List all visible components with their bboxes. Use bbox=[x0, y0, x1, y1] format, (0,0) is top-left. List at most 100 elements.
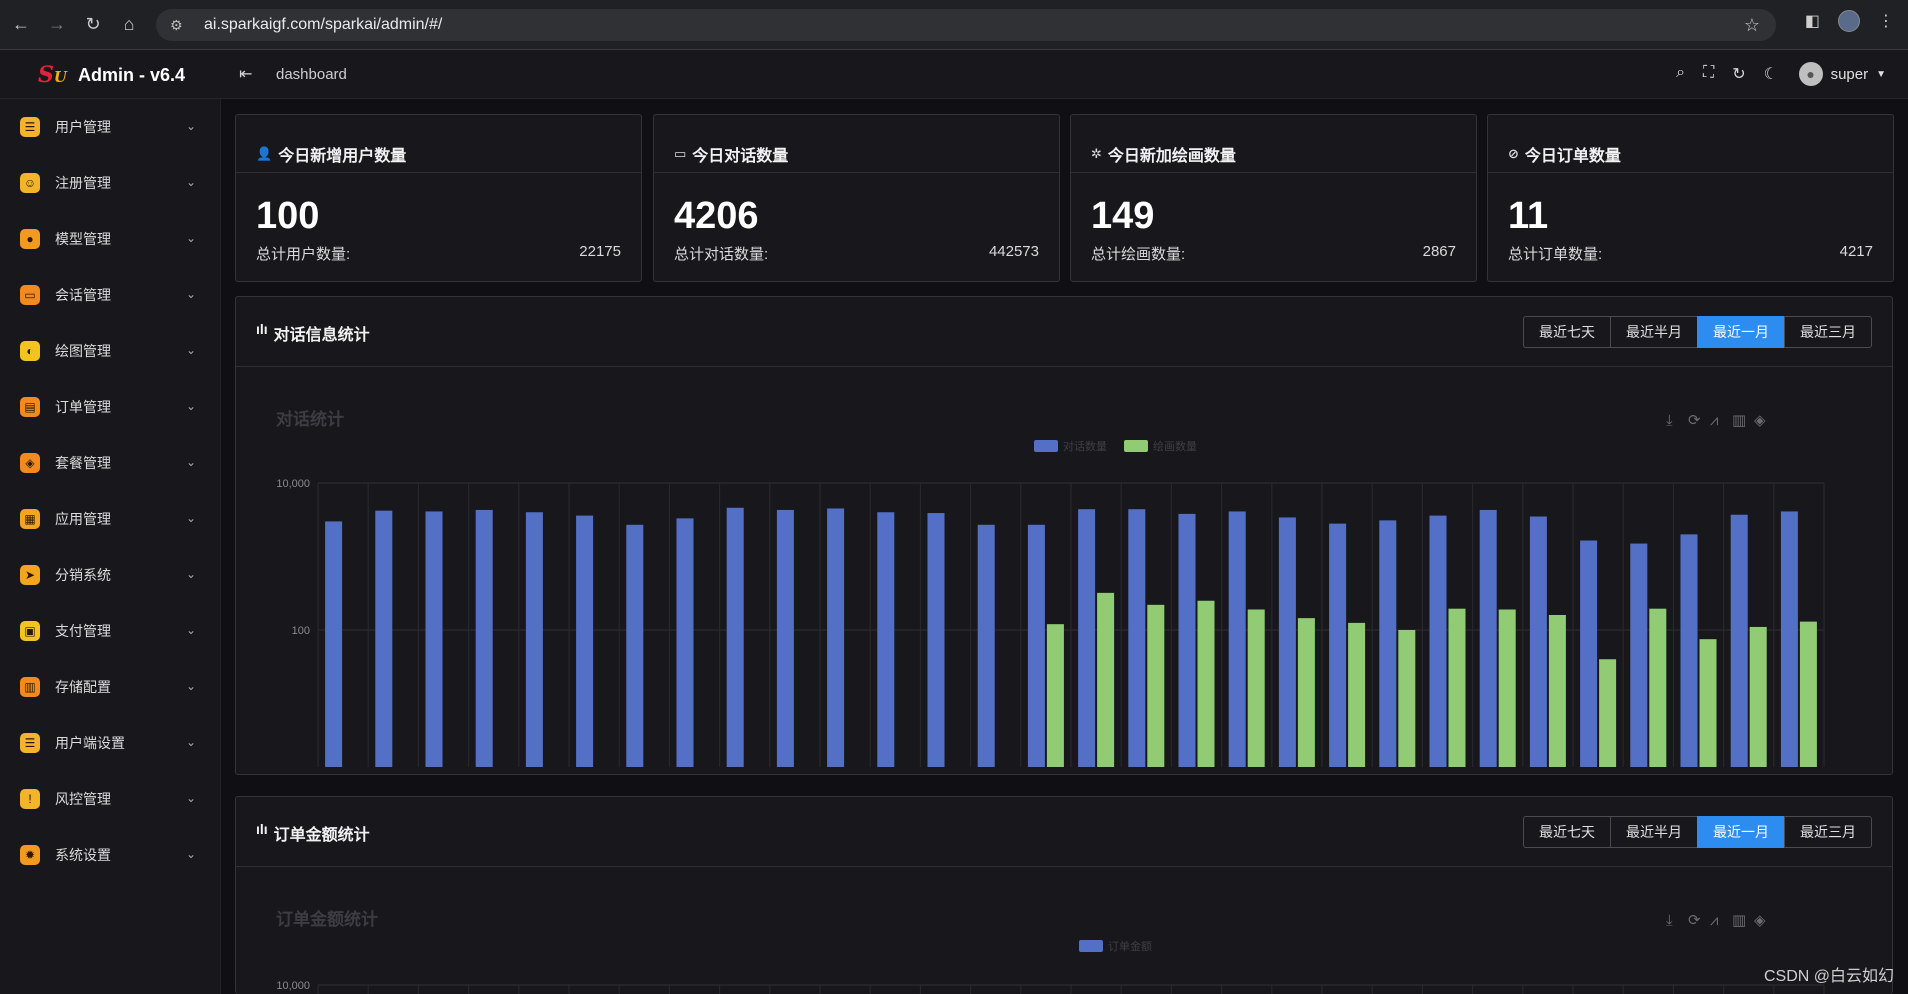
bar-chart-icon[interactable]: ▥ bbox=[1732, 412, 1746, 429]
bar-chat-count[interactable] bbox=[1329, 523, 1347, 774]
sidebar-item[interactable]: ▤ 订单管理 ⌄ bbox=[0, 379, 220, 435]
bar-chat-count[interactable] bbox=[375, 510, 393, 774]
sidebar-item[interactable]: ▣ 支付管理 ⌄ bbox=[0, 603, 220, 659]
bar-chat-count[interactable] bbox=[1128, 509, 1146, 774]
bar-chat-count[interactable] bbox=[1178, 513, 1196, 774]
bar-draw-count[interactable] bbox=[1649, 608, 1667, 774]
bar-draw-count[interactable] bbox=[1097, 592, 1115, 774]
line-chart-icon[interactable]: ⩘ bbox=[1710, 912, 1718, 929]
bar-chat-count[interactable] bbox=[475, 509, 493, 774]
forward-icon[interactable]: → bbox=[48, 14, 66, 34]
bar-chat-count[interactable] bbox=[726, 507, 744, 774]
bar-chart-icon[interactable]: ▥ bbox=[1732, 912, 1746, 929]
bar-chat-count[interactable] bbox=[1730, 514, 1748, 774]
range-button[interactable]: 最近半月 bbox=[1610, 316, 1698, 348]
range-button[interactable]: 最近三月 bbox=[1784, 816, 1872, 848]
site-info-icon[interactable]: ⚙ bbox=[170, 16, 183, 33]
restore-icon[interactable]: ⟳ bbox=[1688, 912, 1701, 929]
bar-chat-count[interactable] bbox=[1078, 509, 1096, 774]
download-icon[interactable]: ⤓ bbox=[1666, 912, 1673, 929]
fullscreen-icon[interactable]: ⛶ bbox=[1703, 64, 1715, 81]
sidebar-item[interactable]: ! 风控管理 ⌄ bbox=[0, 771, 220, 827]
home-icon[interactable]: ⌂ bbox=[123, 14, 135, 34]
legend-label[interactable]: 对话数量 bbox=[1063, 439, 1107, 453]
profile-avatar[interactable] bbox=[1838, 10, 1860, 32]
bar-chat-count[interactable] bbox=[325, 521, 343, 774]
bar-chat-count[interactable] bbox=[425, 511, 443, 774]
bar-chat-count[interactable] bbox=[676, 518, 694, 774]
bar-draw-count[interactable] bbox=[1448, 608, 1466, 774]
bar-chat-count[interactable] bbox=[1278, 517, 1296, 774]
search-icon[interactable]: ⌕ bbox=[1676, 64, 1686, 81]
sidebar-item[interactable]: ✹ 系统设置 ⌄ bbox=[0, 827, 220, 883]
sidebar-item[interactable]: ☺ 注册管理 ⌄ bbox=[0, 155, 220, 211]
stack-icon[interactable]: ◈ bbox=[1754, 412, 1766, 429]
sidebar-item[interactable]: ▥ 存储配置 ⌄ bbox=[0, 659, 220, 715]
bar-chat-count[interactable] bbox=[877, 512, 895, 774]
sidebar-item[interactable]: ☰ 用户端设置 ⌄ bbox=[0, 715, 220, 771]
bar-draw-count[interactable] bbox=[1548, 614, 1566, 774]
browser-menu-icon[interactable]: ⋮ bbox=[1878, 13, 1894, 30]
sidebar-item[interactable]: ◐ 绘图管理 ⌄ bbox=[0, 323, 220, 379]
download-icon[interactable]: ⤓ bbox=[1666, 412, 1673, 429]
bar-chat-count[interactable] bbox=[1479, 509, 1497, 774]
bar-draw-count[interactable] bbox=[1247, 609, 1265, 774]
bar-chat-count[interactable] bbox=[1027, 524, 1045, 774]
bar-draw-count[interactable] bbox=[1348, 622, 1366, 774]
bar-draw-count[interactable] bbox=[1147, 604, 1165, 774]
bar-chat-count[interactable] bbox=[576, 515, 594, 774]
bar-draw-count[interactable] bbox=[1599, 659, 1617, 774]
range-button[interactable]: 最近七天 bbox=[1523, 816, 1611, 848]
stack-icon[interactable]: ◈ bbox=[1754, 912, 1766, 929]
bar-draw-count[interactable] bbox=[1699, 639, 1717, 774]
user-menu[interactable]: ● super ▼ bbox=[1798, 62, 1886, 86]
bookmark-star-icon[interactable]: ☆ bbox=[1743, 15, 1760, 35]
refresh-icon[interactable]: ↻ bbox=[1732, 66, 1746, 83]
legend-swatch[interactable] bbox=[1079, 940, 1103, 952]
sidebar-item[interactable]: ● 模型管理 ⌄ bbox=[0, 211, 220, 267]
bar-draw-count[interactable] bbox=[1046, 624, 1064, 774]
back-icon[interactable]: ← bbox=[12, 14, 30, 34]
sidebar-item[interactable]: ➤ 分销系统 ⌄ bbox=[0, 547, 220, 603]
bar-draw-count[interactable] bbox=[1498, 609, 1516, 774]
range-button[interactable]: 最近一月 bbox=[1697, 316, 1785, 348]
bar-chat-count[interactable] bbox=[1379, 520, 1397, 774]
bar-chat-count[interactable] bbox=[1580, 540, 1598, 774]
bar-chat-count[interactable] bbox=[1429, 515, 1447, 774]
bar-chat-count[interactable] bbox=[977, 524, 995, 774]
user-avatar[interactable]: ● bbox=[1798, 62, 1823, 86]
reload-icon[interactable]: ↻ bbox=[85, 14, 101, 34]
dark-mode-icon[interactable]: ☾ bbox=[1763, 66, 1778, 83]
bar-chat-count[interactable] bbox=[1529, 516, 1547, 774]
legend-label[interactable]: 订单金额 bbox=[1108, 939, 1152, 953]
range-button[interactable]: 最近七天 bbox=[1523, 316, 1611, 348]
legend-swatch[interactable] bbox=[1034, 440, 1058, 452]
bar-chat-count[interactable] bbox=[827, 508, 845, 774]
breadcrumb[interactable]: dashboard bbox=[276, 66, 347, 83]
range-button[interactable]: 最近半月 bbox=[1610, 816, 1698, 848]
bar-draw-count[interactable] bbox=[1297, 618, 1315, 774]
restore-icon[interactable]: ⟳ bbox=[1688, 412, 1701, 429]
bar-chat-count[interactable] bbox=[525, 512, 543, 774]
bar-chat-count[interactable] bbox=[1228, 511, 1246, 774]
bar-chat-count[interactable] bbox=[776, 509, 794, 774]
sidebar-item[interactable]: ☰ 用户管理 ⌄ bbox=[0, 99, 220, 155]
bar-draw-count[interactable] bbox=[1398, 630, 1416, 774]
range-button[interactable]: 最近一月 bbox=[1697, 816, 1785, 848]
bar-chat-count[interactable] bbox=[1780, 511, 1798, 774]
address-bar[interactable]: ⚙ ai.sparkaigf.com/sparkai/admin/#/ ☆ bbox=[156, 9, 1776, 41]
bar-chat-count[interactable] bbox=[626, 524, 644, 774]
range-button[interactable]: 最近三月 bbox=[1784, 316, 1872, 348]
bar-chat-count[interactable] bbox=[1630, 543, 1648, 774]
sidebar-item[interactable]: ▦ 应用管理 ⌄ bbox=[0, 491, 220, 547]
bar-chat-count[interactable] bbox=[1680, 534, 1698, 774]
bar-draw-count[interactable] bbox=[1799, 621, 1817, 774]
bar-chat-count[interactable] bbox=[927, 513, 945, 774]
side-panel-icon[interactable]: ◧ bbox=[1804, 13, 1820, 30]
sidebar-item[interactable]: ◈ 套餐管理 ⌄ bbox=[0, 435, 220, 491]
legend-label[interactable]: 绘画数量 bbox=[1153, 439, 1197, 453]
line-chart-icon[interactable]: ⩘ bbox=[1710, 412, 1718, 429]
legend-swatch[interactable] bbox=[1124, 440, 1148, 452]
bar-draw-count[interactable] bbox=[1197, 600, 1215, 774]
collapse-menu-icon[interactable]: ⇤ bbox=[239, 66, 253, 83]
